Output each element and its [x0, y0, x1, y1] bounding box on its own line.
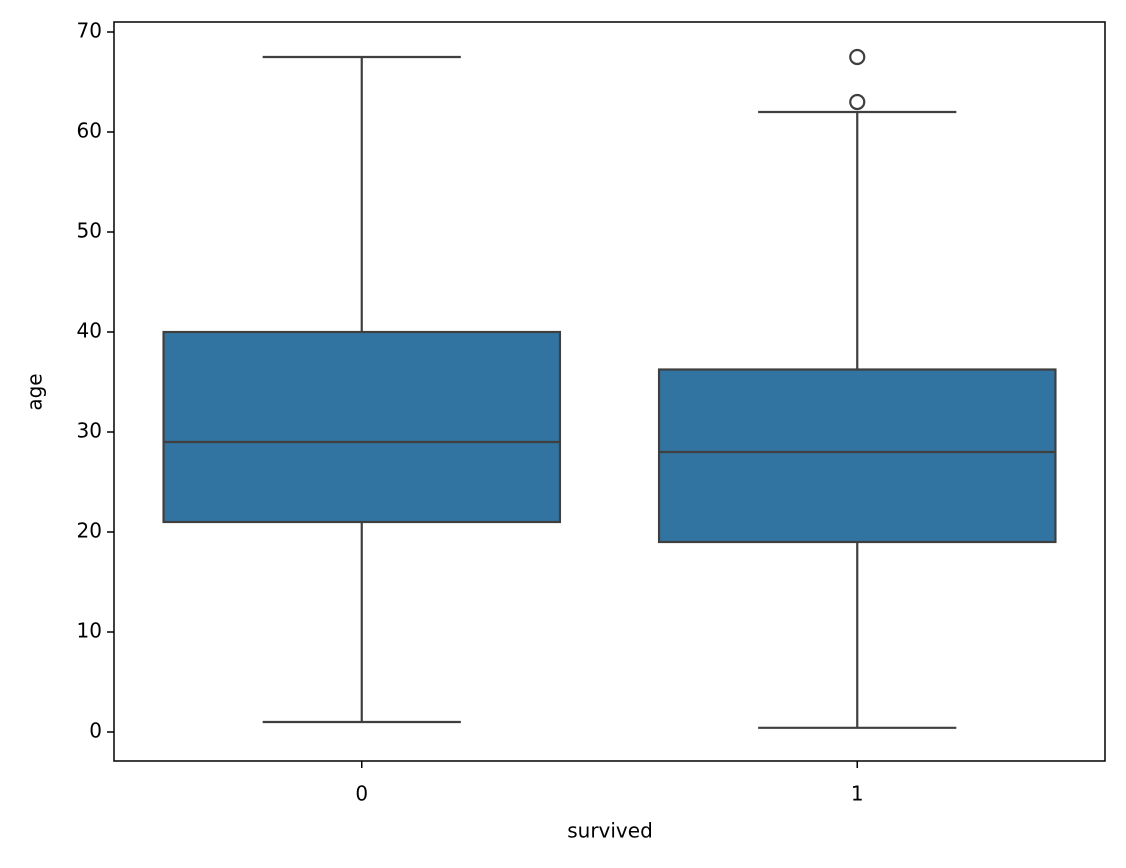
- y-tick-label: 40: [77, 319, 102, 343]
- box: [657, 368, 1057, 544]
- x-axis-label: survived: [567, 819, 653, 843]
- outlier: [849, 93, 866, 111]
- y-tick-label: 20: [77, 519, 102, 543]
- plot-frame: [113, 21, 1106, 762]
- y-axis-label: age: [23, 373, 47, 410]
- outlier: [849, 48, 866, 66]
- box: [162, 330, 562, 524]
- x-tick-label: 0: [355, 782, 368, 806]
- x-tick-label: 1: [851, 782, 864, 806]
- y-tick-label: 0: [89, 719, 102, 743]
- y-tick-label: 50: [77, 219, 102, 243]
- y-tick-label: 70: [77, 19, 102, 43]
- y-tick-label: 30: [77, 419, 102, 443]
- y-tick-label: 10: [77, 619, 102, 643]
- y-tick-label: 60: [77, 119, 102, 143]
